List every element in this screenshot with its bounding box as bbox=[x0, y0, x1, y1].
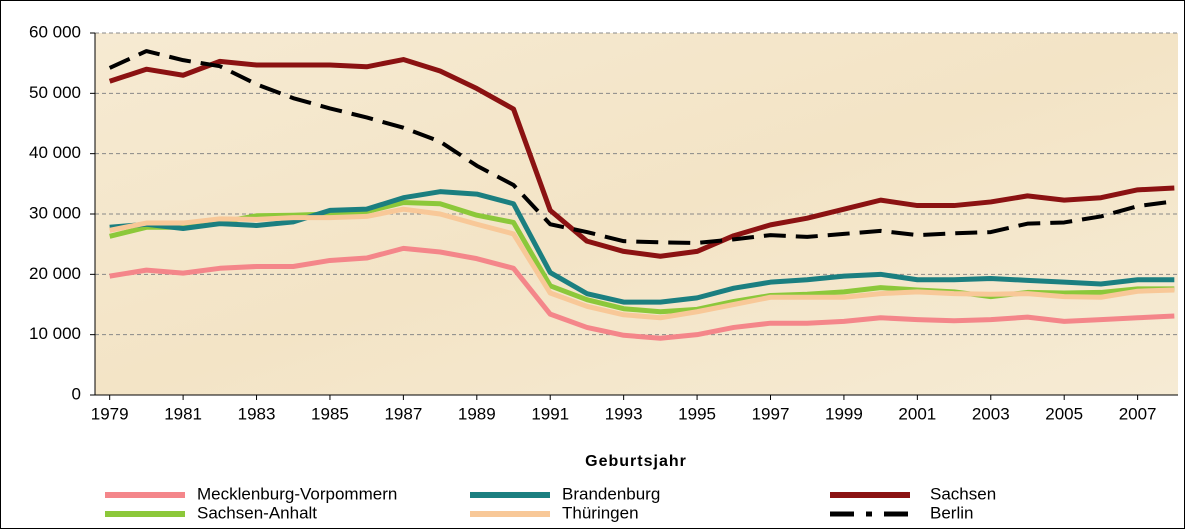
x-tick-label: 1983 bbox=[238, 404, 276, 423]
x-tick-label: 1987 bbox=[384, 404, 422, 423]
x-axis-title: Geburtsjahr bbox=[585, 453, 687, 470]
x-tick-label: 2007 bbox=[1119, 404, 1157, 423]
x-tick-label: 2003 bbox=[972, 404, 1010, 423]
y-tick-label: 30 000 bbox=[29, 203, 81, 222]
legend-label: Mecklenburg-Vorpommern bbox=[197, 484, 397, 503]
x-tick-label: 1999 bbox=[825, 404, 863, 423]
legend-label: Thüringen bbox=[562, 503, 639, 522]
x-tick-label: 2001 bbox=[898, 404, 936, 423]
line-series bbox=[109, 206, 1175, 321]
legend-label: Sachsen-Anhalt bbox=[197, 503, 317, 522]
y-tick-label: 20 000 bbox=[29, 264, 81, 283]
x-tick-label: 1995 bbox=[678, 404, 716, 423]
y-tick-label: 0 bbox=[72, 384, 81, 403]
line-series bbox=[109, 245, 1175, 341]
x-tick-label: 1985 bbox=[311, 404, 349, 423]
x-tick-label: 1981 bbox=[164, 404, 202, 423]
line-series bbox=[108, 49, 1175, 245]
legend-label: Brandenburg bbox=[562, 484, 660, 503]
line-series bbox=[109, 189, 1175, 305]
x-tick-label: 1989 bbox=[458, 404, 496, 423]
y-tick-label: 10 000 bbox=[29, 324, 81, 343]
x-tick-label: 1993 bbox=[605, 404, 643, 423]
y-tick-label: 50 000 bbox=[29, 83, 81, 102]
x-tick-label: 1991 bbox=[531, 404, 569, 423]
x-tick-label: 1979 bbox=[91, 404, 129, 423]
legend-label: Sachsen bbox=[930, 484, 996, 503]
y-tick-label: 40 000 bbox=[29, 143, 81, 162]
line-series bbox=[108, 57, 1175, 259]
y-tick-label: 60 000 bbox=[29, 22, 81, 41]
x-tick-label: 1997 bbox=[752, 404, 790, 423]
x-tick-label: 2005 bbox=[1045, 404, 1083, 423]
legend-label: Berlin bbox=[930, 503, 973, 522]
